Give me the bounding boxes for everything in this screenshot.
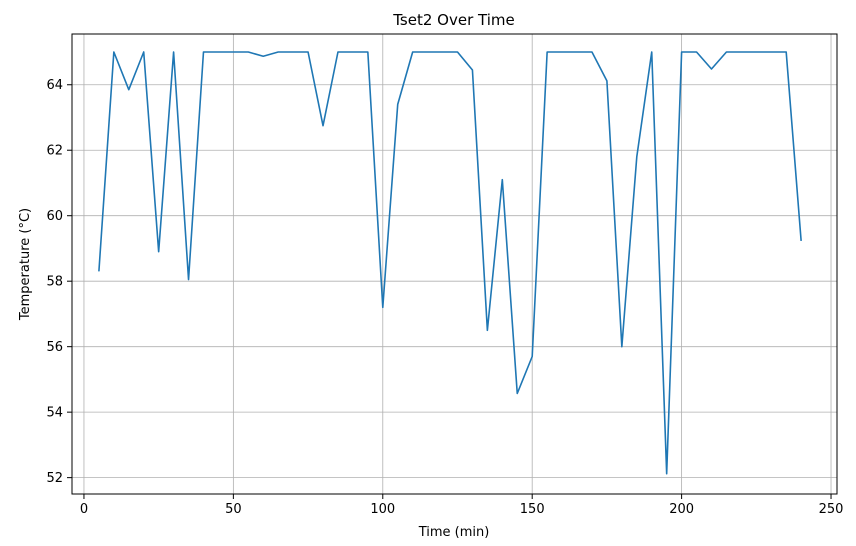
series-line [98,51,802,475]
x-tick-label: 250 [819,502,844,517]
series-layer [98,51,802,475]
y-tick-label: 52 [46,471,63,486]
y-tick-label: 56 [46,340,63,355]
chart-title: Tset2 Over Time [392,11,514,29]
y-axis-title: Temperature (°C) [18,208,33,321]
grid [72,34,837,494]
y-tick-label: 60 [46,209,63,224]
y-tick-label: 54 [46,406,63,421]
y-tick-label: 58 [46,275,63,290]
x-tick-label: 150 [520,502,545,517]
x-tick-label: 100 [370,502,395,517]
x-tick-label: 50 [225,502,242,517]
plot-frame [71,33,838,495]
x-tick-label: 0 [80,502,88,517]
y-tick-label: 62 [46,144,63,159]
x-tick-label: 200 [669,502,694,517]
y-tick-label: 64 [46,78,63,93]
tick-layer: 0 50 100 150 200 250 52 54 56 58 60 62 64 [46,78,843,517]
x-axis-title: Time (min) [418,525,490,540]
